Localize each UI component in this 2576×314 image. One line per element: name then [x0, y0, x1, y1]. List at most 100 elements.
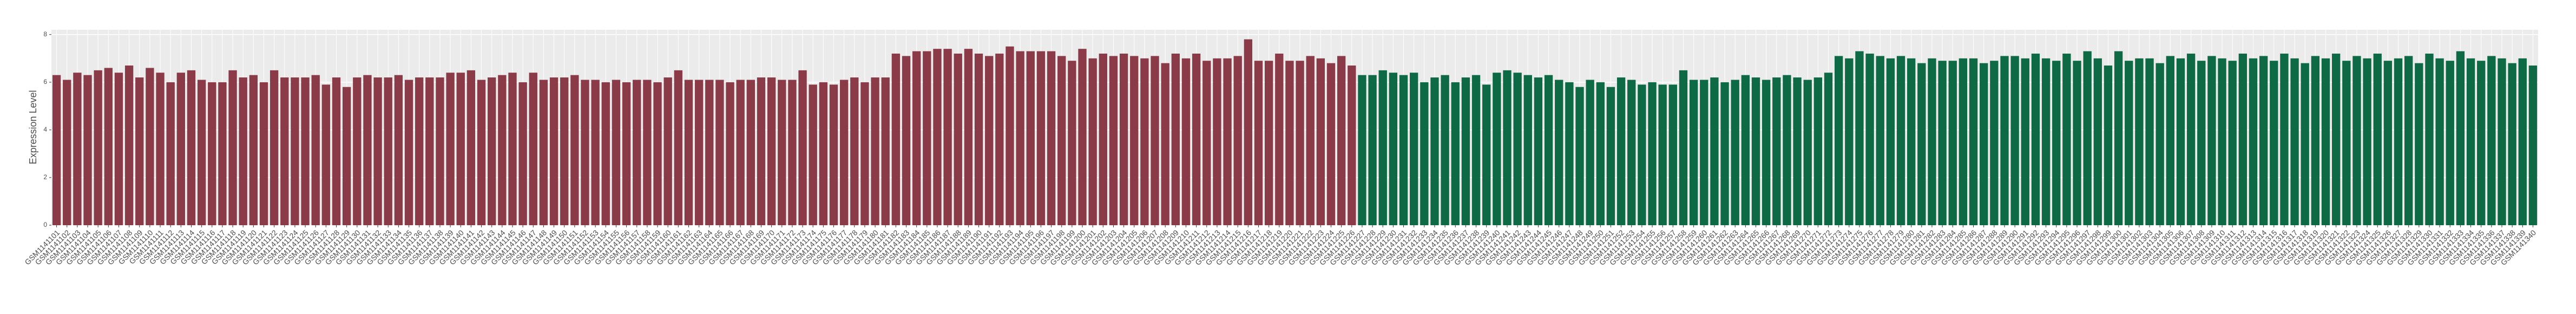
bar [715, 80, 724, 225]
bar [301, 77, 310, 226]
bar [549, 77, 558, 226]
bar [860, 82, 869, 226]
bar [1441, 75, 1449, 225]
bar [829, 84, 838, 225]
bar [425, 77, 434, 226]
bar [1358, 75, 1366, 225]
y-tick-label: 6 [43, 78, 47, 86]
bar [1523, 75, 1532, 225]
bar [1493, 73, 1501, 225]
bar [995, 54, 1004, 226]
bar [1648, 82, 1657, 226]
bar [1099, 54, 1107, 226]
bar [1378, 70, 1387, 225]
bar [124, 66, 134, 225]
bar [653, 82, 662, 226]
bar [2135, 58, 2144, 225]
bar [1202, 61, 1211, 226]
bar [1213, 58, 1221, 225]
bar [1969, 58, 1978, 225]
bar [1503, 70, 1512, 225]
bar [912, 51, 921, 225]
bar [508, 73, 517, 225]
bar [1575, 87, 1584, 225]
bar [1471, 75, 1481, 225]
bar [1181, 58, 1191, 225]
bar [2041, 58, 2051, 225]
bar [891, 54, 901, 226]
bar [415, 77, 424, 226]
bar [1306, 56, 1315, 226]
bar [239, 77, 247, 226]
y-tick-label: 0 [43, 221, 47, 228]
bar [1068, 61, 1076, 226]
bar [311, 75, 320, 225]
bar [694, 80, 704, 225]
bar [1389, 73, 1398, 225]
bar [850, 77, 859, 226]
bar [1980, 63, 1988, 225]
bar [1275, 54, 1284, 226]
bar [2207, 56, 2216, 226]
bar [373, 77, 382, 226]
bar [1544, 75, 1553, 225]
bar [954, 54, 962, 226]
bar [798, 70, 807, 225]
bar [2363, 58, 2371, 225]
bar [63, 80, 71, 225]
bar [1731, 80, 1739, 225]
bar [1565, 82, 1574, 226]
bar [384, 77, 392, 226]
bar [2528, 66, 2538, 225]
y-tick-label: 4 [43, 126, 47, 133]
bar [187, 70, 196, 225]
bar [1689, 80, 1698, 225]
y-axis-label: Expression Level [28, 90, 38, 164]
bar [2125, 61, 2133, 226]
bar [1368, 75, 1377, 225]
bar [1316, 58, 1325, 225]
bar [2301, 63, 2309, 225]
bar [539, 80, 548, 225]
bar [1990, 61, 1999, 226]
bar [2093, 58, 2102, 225]
bar [1399, 75, 1408, 225]
bar [2415, 63, 2423, 225]
bar [1534, 77, 1543, 226]
bar [2508, 63, 2516, 225]
bar [197, 80, 206, 225]
bar [1171, 54, 1180, 226]
bar [839, 80, 849, 225]
bar [2518, 58, 2527, 225]
y-tick-label: 2 [43, 173, 47, 181]
bar [218, 82, 227, 226]
bar [2290, 58, 2299, 225]
bar [1751, 77, 1760, 226]
bar [2249, 58, 2258, 225]
bar [1845, 58, 1854, 225]
bar [1078, 49, 1087, 225]
bar [1151, 56, 1159, 226]
bar [2435, 58, 2444, 225]
bar [1223, 58, 1232, 225]
bar [726, 82, 734, 226]
bar [2331, 54, 2341, 226]
bar [2166, 56, 2174, 226]
bar [2352, 56, 2361, 226]
bar [2311, 56, 2320, 226]
bar [2031, 54, 2040, 226]
bar [73, 73, 82, 225]
bar [1348, 66, 1356, 225]
bar [1668, 84, 1677, 225]
bar [746, 80, 755, 225]
bar [1834, 56, 1843, 226]
bar [2021, 58, 2029, 225]
bar [2342, 61, 2351, 226]
bar [1679, 70, 1688, 225]
bar [1813, 77, 1823, 226]
bar [1886, 58, 1895, 225]
bar [166, 82, 175, 226]
bar [778, 80, 786, 225]
bar [156, 73, 165, 225]
bar [1741, 75, 1750, 225]
